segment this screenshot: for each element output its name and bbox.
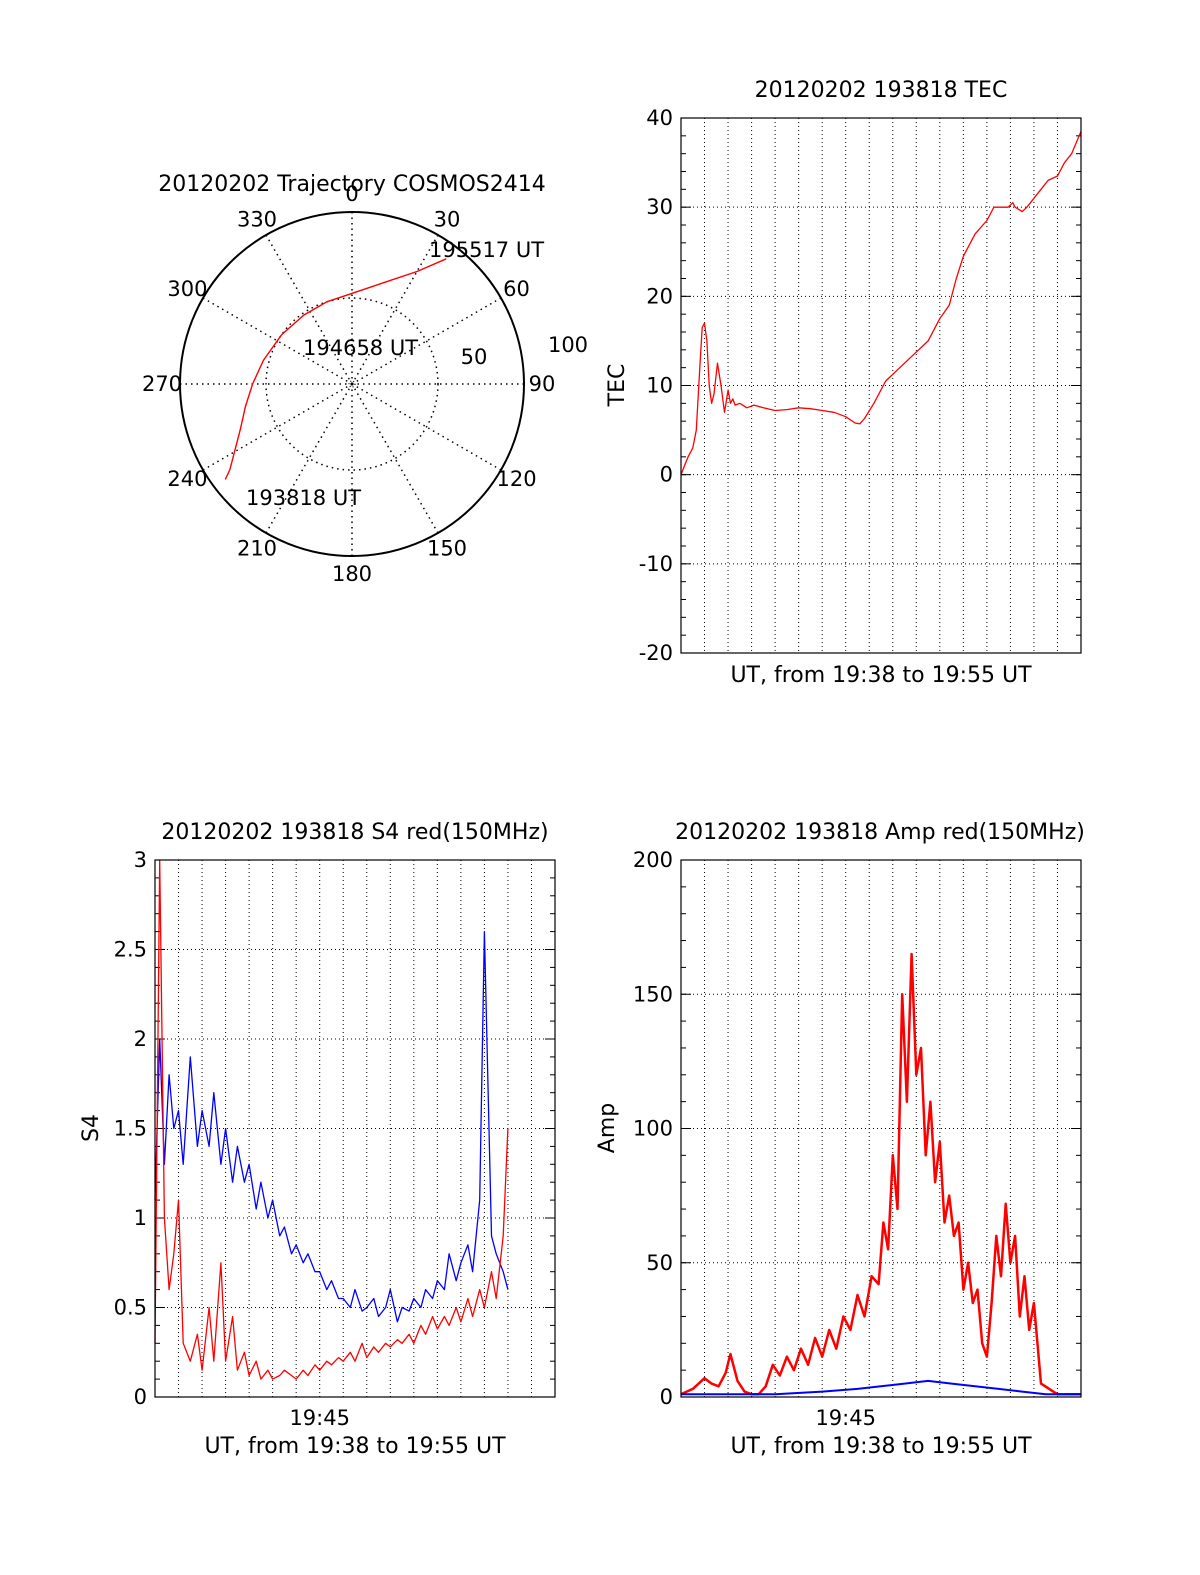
amp-series	[680, 952, 1081, 1396]
s4-title: 20120202 193818 S4 red(150MHz)	[161, 820, 548, 845]
tec-y-tick-label: 10	[646, 374, 673, 398]
azimuth-labels: 0 30 60 90 120 150 180 210 240 270 300 330	[142, 182, 555, 586]
azimuth-label: 300	[167, 277, 207, 301]
amp-xlabel: UT, from 19:38 to 19:55 UT	[730, 1434, 1032, 1459]
s4-y-tick-label: 1.5	[114, 1117, 147, 1141]
amp-y-tick-label: 100	[633, 1117, 673, 1141]
trajectory-mid-label: 194658 UT	[303, 336, 418, 360]
s4-y-tick-label: 2.5	[114, 938, 147, 962]
tec-y-tick-labels: -20 -10 0 10 20 30 40	[639, 106, 673, 665]
s4-x-tick-labels: 19:45	[289, 1406, 350, 1430]
polar-title: 20120202 Trajectory COSMOS2414	[158, 172, 545, 197]
azimuth-label: 120	[496, 467, 536, 491]
amp-x-tick-label: 19:45	[815, 1406, 876, 1430]
s4-xlabel: UT, from 19:38 to 19:55 UT	[204, 1434, 506, 1459]
polar-spoke	[202, 383, 353, 471]
polar-spoke	[351, 383, 502, 471]
trajectory-line	[224, 258, 447, 480]
amp-title: 20120202 193818 Amp red(150MHz)	[675, 820, 1085, 845]
tec-ylabel: TEC	[605, 364, 630, 408]
azimuth-label: 30	[434, 207, 461, 231]
s4-series-line	[154, 930, 509, 1323]
s4-y-tick-label: 0.5	[114, 1296, 147, 1320]
radial-label: 100	[548, 333, 588, 357]
azimuth-label: 0	[345, 182, 358, 206]
trajectory-start-label: 193818 UT	[246, 486, 361, 510]
azimuth-label: 270	[142, 372, 182, 396]
amp-series-line	[680, 952, 1081, 1396]
azimuth-label: 330	[237, 207, 277, 231]
amp-x-tick-labels: 19:45	[815, 1406, 876, 1430]
tec-series-line	[680, 131, 1082, 475]
s4-series-line	[154, 859, 509, 1380]
radial-label: 50	[461, 345, 488, 369]
amp-ylabel: Amp	[595, 1103, 620, 1153]
s4-y-tick-label: 1	[134, 1206, 147, 1230]
s4-plot-frame	[154, 859, 556, 1398]
amp-y-tick-label: 200	[633, 848, 673, 872]
amp-series-line	[681, 1379, 1081, 1396]
tec-y-tick-label: 30	[646, 195, 673, 219]
polar-grid	[179, 211, 525, 557]
s4-y-tick-label: 2	[134, 1027, 147, 1051]
amp-y-tick-label: 0	[660, 1385, 673, 1409]
tec-y-tick-label: 20	[646, 284, 673, 308]
tec-y-tick-label: -20	[639, 641, 673, 665]
tec-plot-frame	[680, 117, 1082, 654]
tec-title: 20120202 193818 TEC	[755, 78, 1008, 103]
tec-chart: 20120202 193818 TEC -20 -10 0 10 20 30 40 UT, …	[605, 78, 1082, 688]
tec-y-tick-label: -10	[639, 552, 673, 576]
polar-trajectory-chart: 20120202 Trajectory COSMOS2414 0 30 60 90 12…	[142, 172, 588, 586]
s4-y-tick-label: 0	[134, 1385, 147, 1409]
s4-y-tick-label: 3	[134, 848, 147, 872]
azimuth-label: 240	[167, 467, 207, 491]
trajectory-track	[224, 258, 447, 480]
tec-grid	[681, 117, 1081, 654]
amp-y-tick-labels: 0 50 100 150 200	[633, 848, 673, 1409]
polar-spoke	[351, 383, 439, 534]
polar-spoke	[351, 234, 439, 385]
polar-spoke	[202, 297, 353, 385]
amp-plot-frame	[680, 859, 1082, 1398]
tec-y-tick-label: 40	[646, 106, 673, 130]
s4-grid	[155, 859, 555, 1398]
azimuth-label: 210	[237, 537, 277, 561]
amp-y-tick-label: 150	[633, 982, 673, 1006]
polar-spoke	[351, 297, 502, 385]
tec-series	[680, 131, 1082, 475]
s4-y-tick-labels: 0 0.5 1 1.5 2 2.5 3	[114, 848, 147, 1409]
s4-ylabel: S4	[79, 1114, 104, 1142]
s4-x-tick-label: 19:45	[289, 1406, 350, 1430]
amp-chart: 20120202 193818 Amp red(150MHz) 0 50 100 15…	[595, 820, 1085, 1459]
azimuth-label: 60	[503, 277, 530, 301]
s4-chart: 20120202 193818 S4 red(150MHz) 0 0.5 1 1.5 2…	[79, 820, 556, 1459]
azimuth-label: 180	[332, 562, 372, 586]
polar-spoke	[265, 383, 353, 534]
trajectory-end-label: 195517 UT	[429, 238, 544, 262]
tec-xlabel: UT, from 19:38 to 19:55 UT	[730, 663, 1032, 688]
polar-center	[348, 380, 356, 388]
s4-series	[154, 859, 509, 1380]
polar-spoke	[265, 234, 353, 385]
amp-grid	[681, 859, 1081, 1398]
polar-grid-ring	[265, 297, 439, 471]
tec-y-tick-label: 0	[660, 463, 673, 487]
radial-labels: 50 100	[461, 333, 588, 369]
amp-y-tick-label: 50	[646, 1251, 673, 1275]
azimuth-label: 150	[427, 537, 467, 561]
azimuth-label: 90	[529, 372, 556, 396]
